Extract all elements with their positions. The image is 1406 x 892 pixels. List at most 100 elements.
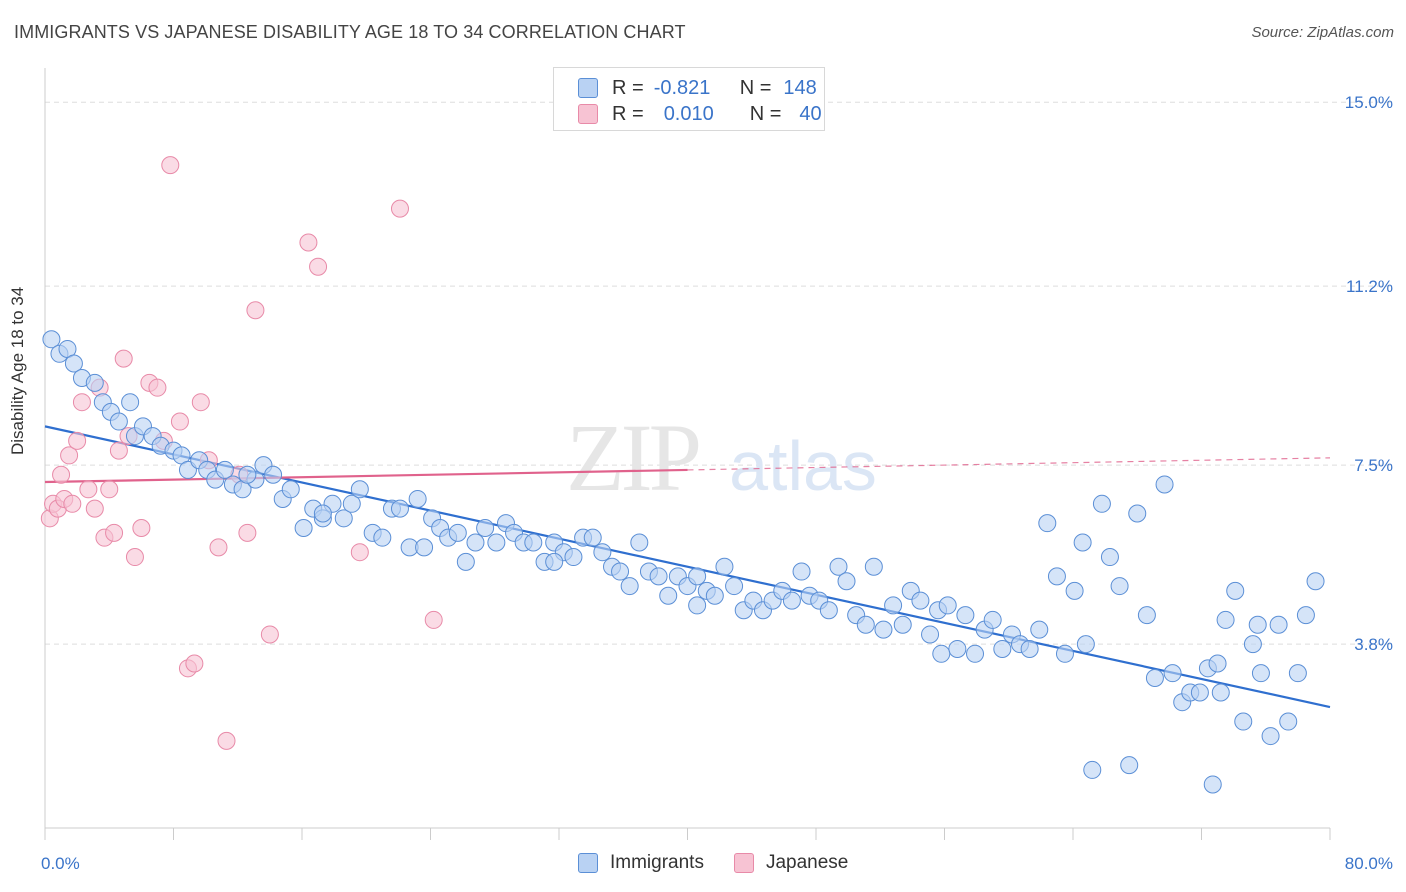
immigrants-point xyxy=(782,591,801,610)
immigrants-point xyxy=(911,591,930,610)
immigrants-legend-swatch xyxy=(578,853,598,873)
immigrants-point xyxy=(238,465,257,484)
japanese-point xyxy=(100,480,119,499)
immigrants-point xyxy=(264,465,283,484)
japanese-point xyxy=(390,199,409,218)
immigrants-point xyxy=(1203,775,1222,794)
immigrants-point xyxy=(1110,577,1129,596)
immigrants-point xyxy=(864,557,883,576)
immigrants-point xyxy=(1226,581,1245,600)
immigrants-r-value: -0.821 xyxy=(653,76,711,99)
immigrants-point xyxy=(1216,610,1235,629)
immigrants-point xyxy=(688,567,707,586)
immigrants-point xyxy=(334,509,353,528)
japanese-point xyxy=(68,431,87,450)
japanese-point xyxy=(105,523,124,542)
japanese-r-value: 0.010 xyxy=(663,102,714,125)
y-tick-label: 3.8% xyxy=(1354,635,1393,654)
immigrants-n-label: N = xyxy=(739,76,772,99)
immigrants-point xyxy=(390,499,409,518)
immigrants-point xyxy=(715,557,734,576)
immigrants-point xyxy=(1243,635,1262,654)
immigrants-point xyxy=(884,596,903,615)
immigrants-point xyxy=(921,625,940,644)
immigrants-point xyxy=(1073,533,1092,552)
immigrants-point xyxy=(659,586,678,605)
immigrants-point xyxy=(487,533,506,552)
immigrants-point xyxy=(856,615,875,634)
immigrants-point xyxy=(215,460,234,479)
japanese-point xyxy=(209,538,228,557)
watermark-atlas: atlas xyxy=(729,427,877,505)
immigrants-point xyxy=(649,567,668,586)
immigrants-point xyxy=(611,562,630,581)
immigrants-point xyxy=(1234,712,1253,731)
japanese-point xyxy=(132,519,151,537)
japanese-point xyxy=(424,610,443,629)
immigrants-point xyxy=(1083,760,1102,779)
immigrants-point xyxy=(1100,548,1119,567)
stats-legend: R = -0.821 N = 148 R = 0.010 N = 40 xyxy=(553,67,825,131)
immigrants-point xyxy=(993,639,1012,658)
immigrants-point xyxy=(1208,654,1227,673)
japanese-point xyxy=(63,494,82,513)
immigrants-n-value: 148 xyxy=(783,76,817,99)
immigrants-point xyxy=(874,620,893,639)
immigrants-point xyxy=(545,552,564,571)
x-tick-label: 0.0% xyxy=(41,854,80,873)
immigrants-point xyxy=(1155,475,1174,494)
immigrants-point xyxy=(121,393,140,412)
japanese-point xyxy=(185,654,204,673)
japanese-n-value: 40 xyxy=(799,102,822,125)
immigrants-point xyxy=(725,577,744,596)
y-tick-label: 7.5% xyxy=(1354,456,1393,475)
immigrants-point xyxy=(415,538,434,557)
immigrants-point xyxy=(1288,664,1307,683)
immigrants-swatch xyxy=(578,78,598,98)
immigrants-point xyxy=(408,489,427,508)
immigrants-point xyxy=(281,480,300,499)
japanese-point xyxy=(217,731,236,750)
x-tick-label: 80.0% xyxy=(1345,854,1393,873)
immigrants-point xyxy=(1269,615,1288,634)
japanese-point xyxy=(238,523,257,542)
immigrants-point xyxy=(983,610,1002,629)
japanese-point xyxy=(85,499,104,518)
immigrants-point xyxy=(620,577,639,596)
immigrants-point xyxy=(1055,644,1074,663)
immigrants-point xyxy=(956,606,975,625)
japanese-legend-label: Japanese xyxy=(765,852,849,873)
japanese-point xyxy=(72,393,91,412)
immigrants-point xyxy=(64,354,83,373)
immigrants-point xyxy=(1279,712,1298,731)
japanese-trend-line-extension xyxy=(687,457,1331,471)
y-tick-label: 15.0% xyxy=(1345,93,1393,112)
immigrants-point xyxy=(1296,606,1315,625)
japanese-point xyxy=(191,393,210,412)
immigrants-point xyxy=(1020,639,1039,658)
immigrants-point xyxy=(948,639,967,658)
immigrants-point xyxy=(938,596,957,615)
legend-item-immigrants[interactable]: Immigrants xyxy=(578,852,704,874)
immigrants-point xyxy=(705,586,724,605)
immigrants-point xyxy=(1128,504,1147,523)
watermark-zip: ZIP xyxy=(566,404,699,511)
japanese-point xyxy=(114,349,133,368)
legend-item-japanese[interactable]: Japanese xyxy=(733,852,849,874)
japanese-point xyxy=(52,465,71,484)
japanese-legend-swatch xyxy=(733,853,754,873)
immigrants-point xyxy=(85,373,104,392)
japanese-point xyxy=(161,156,180,175)
immigrants-point xyxy=(893,615,912,634)
japanese-point xyxy=(309,257,328,276)
immigrants-point xyxy=(1145,669,1164,687)
immigrants-point xyxy=(792,562,811,581)
legend-row-japanese: R = 0.010 N = 40 xyxy=(578,101,822,127)
immigrants-point xyxy=(1076,635,1095,654)
immigrants-point xyxy=(1248,615,1267,634)
immigrants-point xyxy=(630,533,649,552)
japanese-trend-line xyxy=(44,468,688,484)
immigrants-point xyxy=(350,480,369,499)
immigrants-point xyxy=(342,494,361,513)
